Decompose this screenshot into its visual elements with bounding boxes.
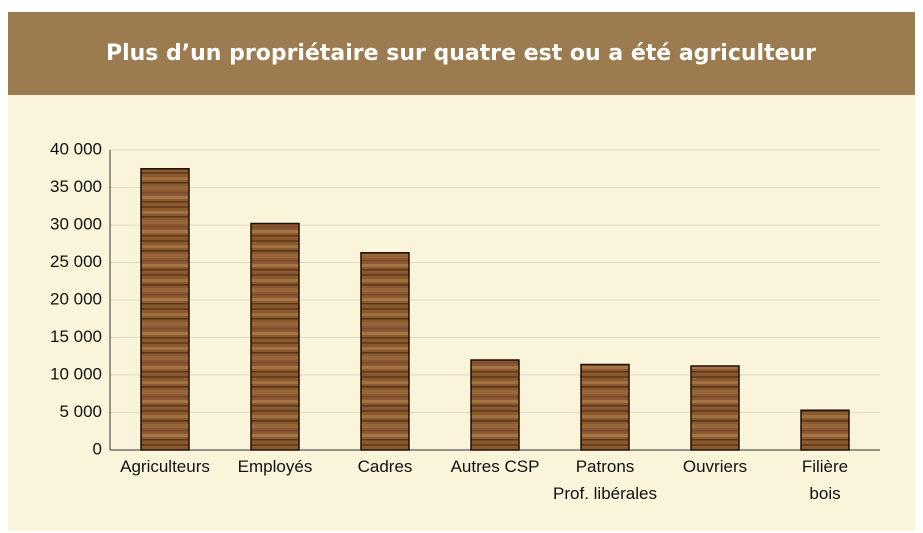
y-tick-label: 35 000: [50, 177, 102, 196]
y-tick-label: 25 000: [50, 252, 102, 271]
y-tick-label: 40 000: [50, 139, 102, 158]
y-tick-label: 5 000: [59, 402, 102, 421]
y-tick-label: 20 000: [50, 289, 102, 308]
x-tick-label: Agriculteurs: [120, 457, 210, 476]
bar: [690, 365, 740, 451]
x-tick-label: Filière bois: [802, 457, 848, 503]
y-tick-label: 10 000: [50, 364, 102, 383]
title-bar: [8, 12, 915, 95]
bar: [250, 222, 300, 451]
bar: [140, 168, 190, 451]
bar: [580, 363, 630, 451]
x-tick-label: Employés: [238, 457, 313, 476]
y-tick-label: 15 000: [50, 327, 102, 346]
x-tick-label: Patrons Prof. libérales: [553, 457, 657, 503]
bar: [360, 252, 410, 451]
x-tick-label: Ouvriers: [683, 457, 747, 476]
y-tick-label: 30 000: [50, 214, 102, 233]
x-tick-label: Cadres: [358, 457, 413, 476]
y-tick-label: 0: [93, 439, 102, 458]
chart-title: Plus d’un propriétaire sur quatre est ou…: [106, 41, 816, 66]
bar: [800, 409, 850, 451]
bar: [470, 359, 520, 451]
x-tick-label: Autres CSP: [451, 457, 540, 476]
